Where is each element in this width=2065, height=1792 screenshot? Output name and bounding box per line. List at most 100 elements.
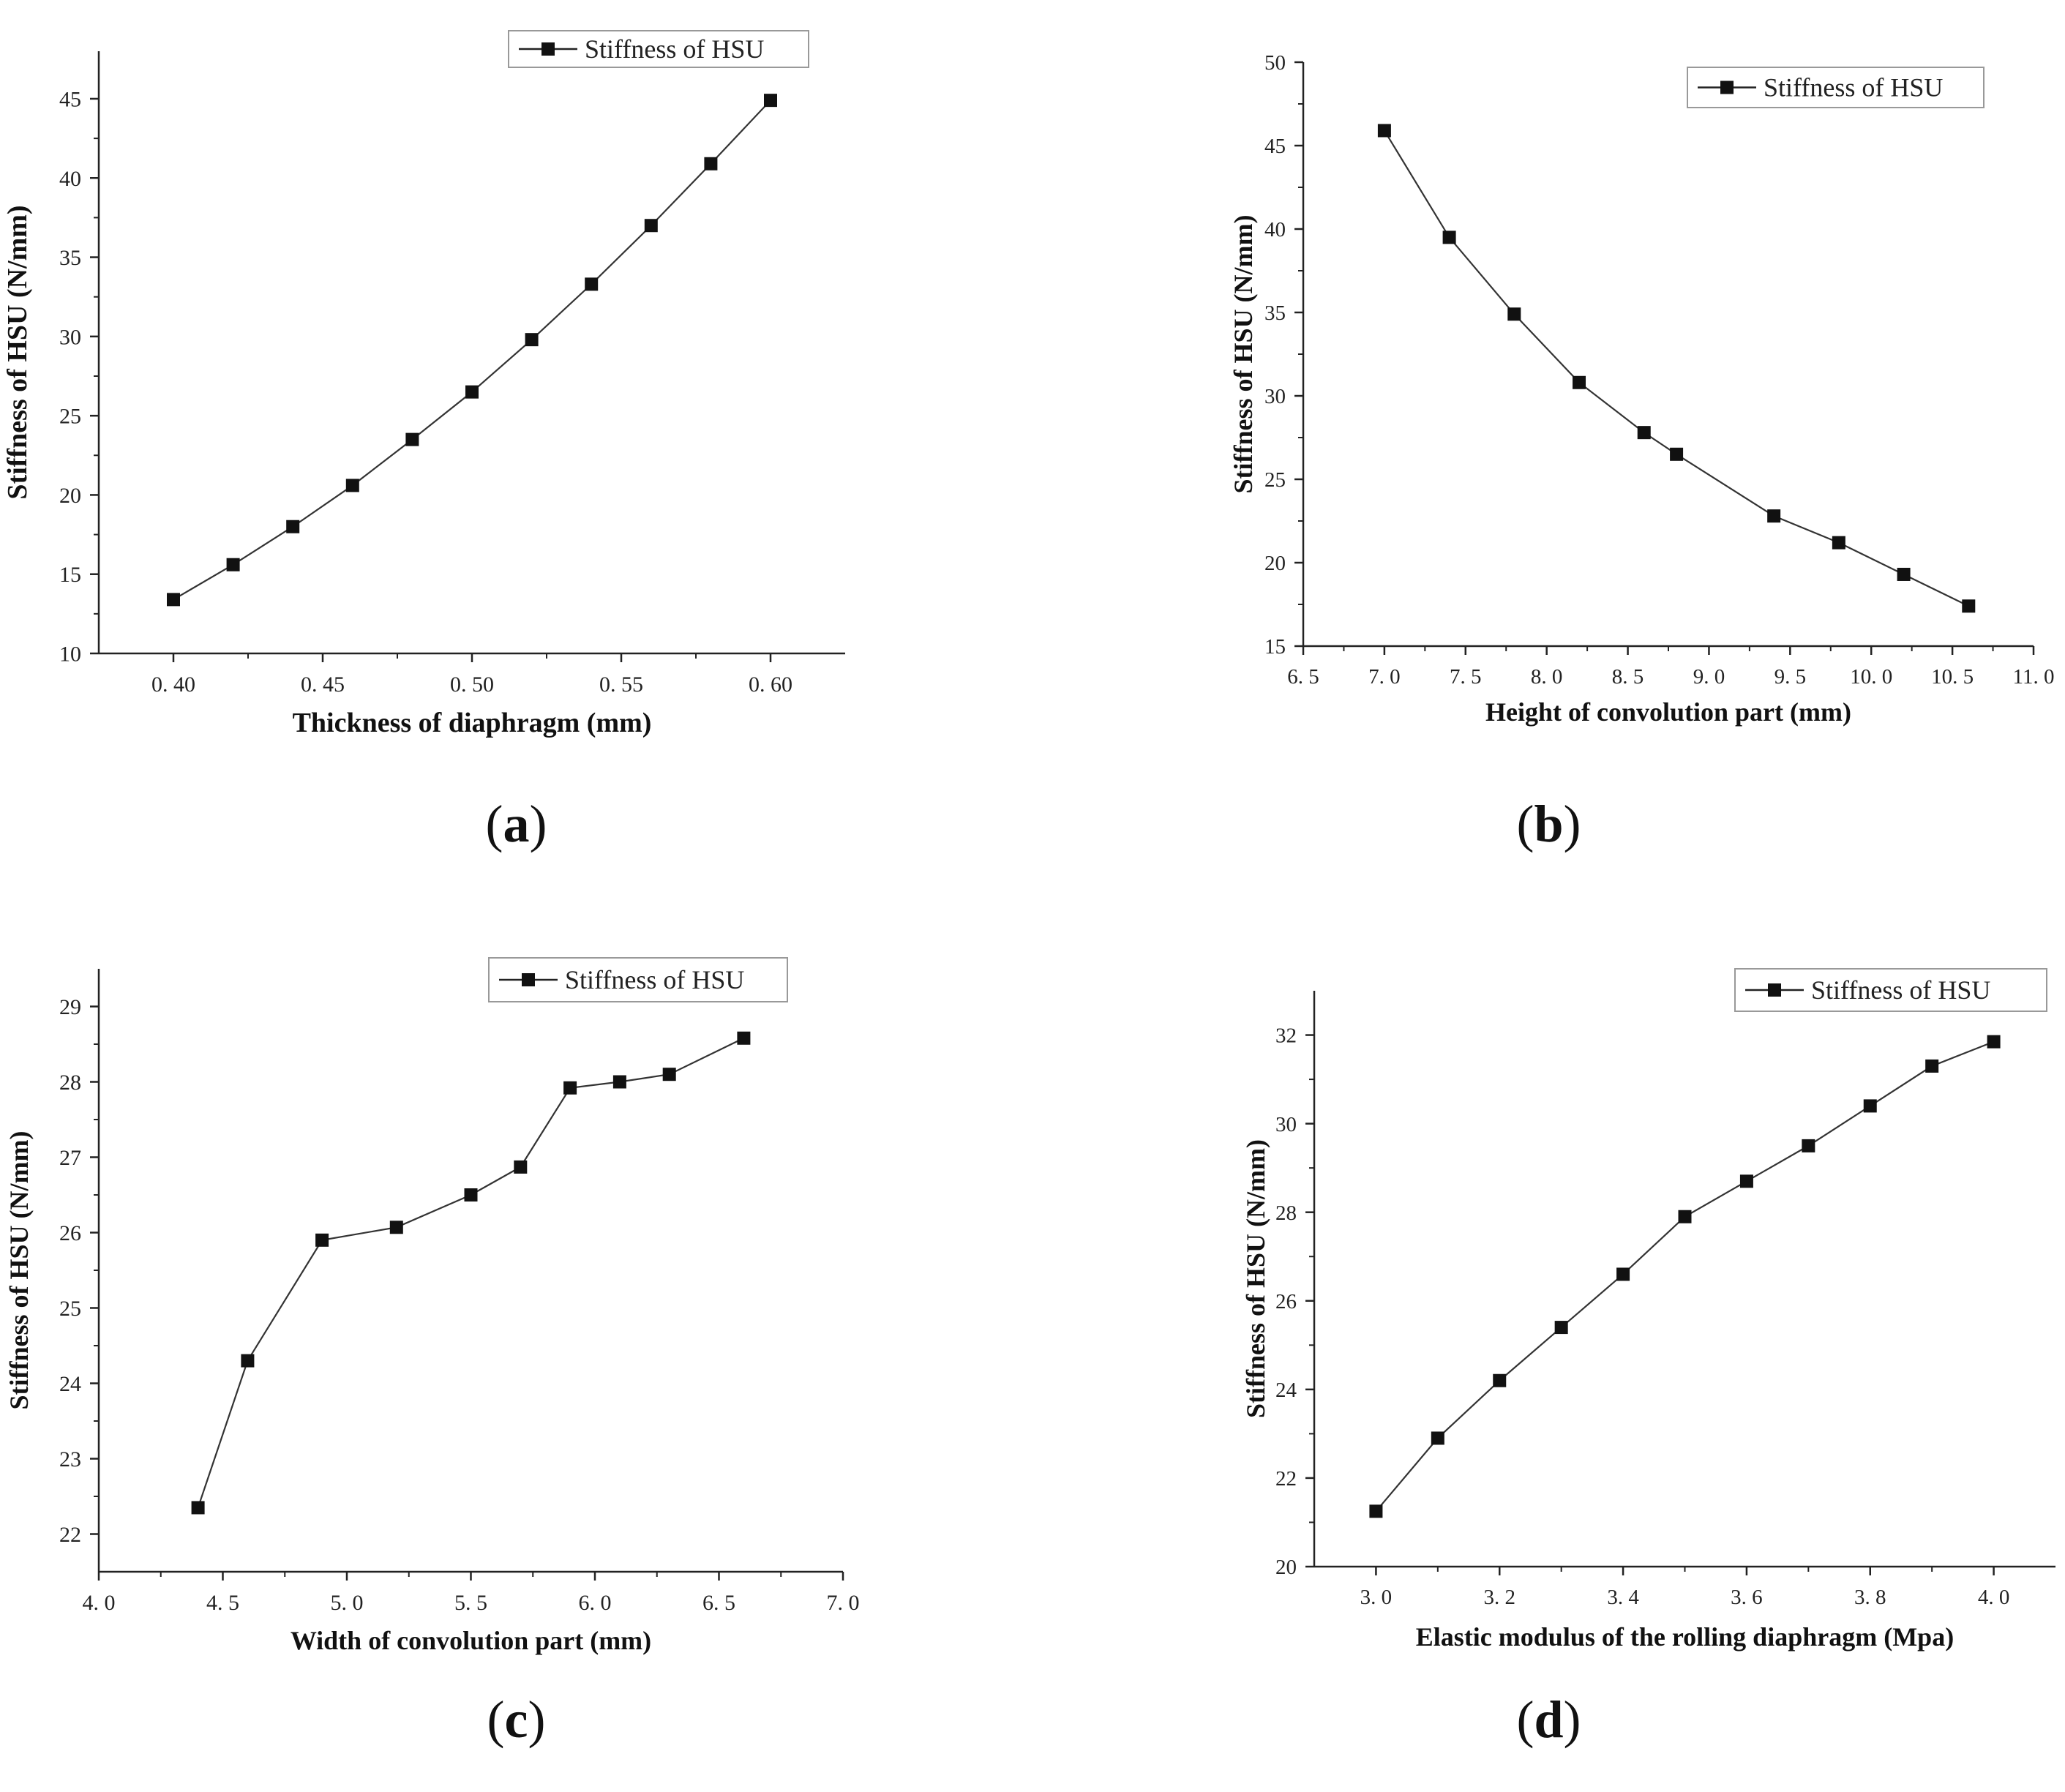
data-point [644,219,658,233]
y-tick-label: 20 [1264,552,1286,575]
figure-panel-d: 3. 0 3. 2 3. 4 3. 6 3. 8 4. 0 20 22 24 26 28 30 32 El… [1032,896,2065,1791]
data-point [1767,509,1781,523]
y-tick-label: 28 [59,1071,81,1095]
chart-b: 6. 5 7. 0 7. 5 8. 0 8. 5 9. 0 9. 5 10. 0 10. 5 11… [1229,51,2055,727]
y-tick-label: 15 [59,563,81,587]
x-axis-label: Height of convolution part (mm) [1485,697,1851,727]
y-tick-label: 25 [59,1297,81,1321]
x-tick-label: 4. 5 [206,1591,239,1615]
x-axis-label: Thickness of diaphragm (mm) [293,708,652,738]
data-point [1832,536,1845,550]
x-tick-label: 0. 60 [749,672,792,697]
data-point [315,1233,329,1247]
data-point [1573,375,1586,389]
x-tick-label: 11. 0 [2013,665,2055,689]
series-line [1383,130,1969,607]
figure-panel-b: 6. 5 7. 0 7. 5 8. 0 8. 5 9. 0 9. 5 10. 0 10. 5 11… [1032,0,2065,896]
chart-c: 4. 0 4. 5 5. 0 5. 5 6. 0 6. 5 7. 0 22 23 24 25 26 27… [4,957,860,1655]
y-tick-label: 27 [59,1146,81,1170]
data-point [241,1354,255,1368]
y-axis-label: Stiffness of HSU (N/mm) [1229,215,1258,494]
data-point [764,94,777,108]
y-tick-label: 30 [1264,385,1286,408]
data-point [1863,1099,1877,1113]
y-tick-label: 40 [59,167,81,191]
series-line [1375,1041,1994,1512]
series-line [197,1037,744,1508]
data-point [525,333,539,347]
y-tick-label: 20 [1275,1556,1297,1579]
legend-label: Stiffness of HSU [585,34,764,64]
figure-panel-c: 4. 0 4. 5 5. 0 5. 5 6. 0 6. 5 7. 0 22 23 24 25 26 27… [0,896,1032,1791]
data-point [167,593,180,607]
x-tick-label: 10. 0 [1850,665,1892,689]
y-tick-label: 32 [1275,1024,1297,1048]
data-point [1802,1139,1815,1152]
data-point [704,157,718,170]
data-point [226,558,240,571]
panel-caption-b: (b) [1516,795,1581,853]
x-tick-label: 6. 5 [1287,665,1319,689]
data-point [286,520,300,533]
y-tick-label: 24 [1275,1379,1297,1402]
data-point [464,1188,478,1201]
data-point [1925,1059,1939,1073]
x-tick-label: 3. 6 [1731,1586,1763,1609]
data-point [1442,230,1456,244]
legend: Stiffness of HSU [488,957,788,1002]
data-point [1507,307,1521,321]
chart-d: 3. 0 3. 2 3. 4 3. 6 3. 8 4. 0 20 22 24 26 28 30 32 El… [1241,968,2055,1652]
y-tick-label: 20 [59,484,81,508]
y-tick-label: 50 [1264,51,1286,75]
x-tick-label: 3. 0 [1360,1586,1393,1609]
y-tick-label: 35 [1264,301,1286,325]
x-axis-label: Elastic modulus of the rolling diaphragm… [1416,1622,1954,1652]
x-tick-label: 7. 5 [1450,665,1482,689]
y-axis-label: Stiffness of HSU (N/mm) [2,205,33,499]
x-tick-label: 8. 5 [1612,665,1644,689]
y-tick-label: 10 [59,642,81,667]
x-tick-label: 6. 0 [579,1591,612,1615]
y-axis-label: Stiffness of HSU (N/mm) [4,1131,34,1410]
data-point [662,1068,676,1081]
legend-marker [1768,983,1781,997]
y-tick-label: 26 [1275,1290,1297,1313]
x-tick-label: 3. 4 [1607,1586,1639,1609]
panel-caption-c: (c) [487,1690,546,1749]
x-tick-label: 0. 55 [599,672,643,697]
data-point [1637,426,1651,440]
data-point [1678,1210,1692,1223]
y-tick-label: 29 [59,995,81,1019]
data-point [1616,1267,1630,1281]
legend-marker [1720,80,1734,94]
x-tick-label: 5. 5 [454,1591,487,1615]
panel-caption-d: (d) [1516,1690,1581,1749]
legend: Stiffness of HSU [508,30,809,68]
x-tick-label: 0. 50 [450,672,494,697]
x-tick-label: 9. 5 [1774,665,1807,689]
data-point [514,1160,528,1174]
x-axis-label: Width of convolution part (mm) [291,1626,651,1655]
y-tick-label: 22 [59,1523,81,1547]
x-tick-label: 4. 0 [83,1591,116,1615]
y-tick-label: 25 [1264,468,1286,492]
legend-marker [541,42,555,56]
y-tick-label: 22 [1275,1467,1297,1491]
data-point [563,1081,577,1095]
legend-label: Stiffness of HSU [1811,975,1990,1005]
x-tick-label: 5. 0 [331,1591,364,1615]
x-tick-label: 9. 0 [1693,665,1725,689]
data-point [1962,599,1976,613]
data-point [1670,447,1684,461]
y-tick-label: 23 [59,1447,81,1472]
data-point [1431,1431,1444,1445]
y-tick-label: 45 [59,87,81,111]
series-line [173,100,771,601]
y-tick-label: 35 [59,246,81,270]
y-tick-label: 15 [1264,635,1286,659]
data-point [1369,1504,1383,1518]
data-point [405,432,419,446]
y-tick-label: 45 [1264,135,1286,158]
data-point [389,1221,403,1234]
data-point [1739,1174,1753,1188]
